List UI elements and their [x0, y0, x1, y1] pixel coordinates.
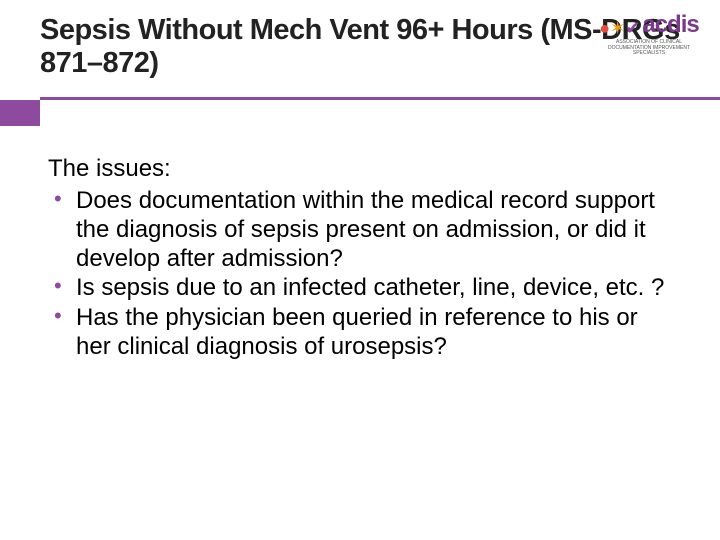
acdis-logo: ●✶✔ acdis ASSOCIATION OF CLINICAL DOCUME… — [594, 8, 704, 60]
logo-subtitle: ASSOCIATION OF CLINICAL DOCUMENTATION IM… — [594, 40, 704, 57]
list-item: Does documentation within the medical re… — [48, 186, 672, 274]
logo-top: ●✶✔ acdis — [599, 11, 698, 39]
intro-text: The issues: — [48, 154, 672, 184]
slide-header: ●✶✔ acdis ASSOCIATION OF CLINICAL DOCUME… — [0, 0, 720, 91]
slide-title: Sepsis Without Mech Vent 96+ Hours (MS-D… — [40, 14, 680, 81]
list-item: Has the physician been queried in refere… — [48, 303, 672, 362]
list-item: Is sepsis due to an infected catheter, l… — [48, 273, 672, 302]
accent-block — [0, 100, 40, 126]
title-underline — [0, 97, 720, 100]
bullet-list: Does documentation within the medical re… — [48, 186, 672, 362]
logo-text: acdis — [642, 11, 698, 39]
slide-content: The issues: Does documentation within th… — [0, 126, 720, 362]
logo-figure-icon: ●✶✔ — [599, 19, 640, 37]
